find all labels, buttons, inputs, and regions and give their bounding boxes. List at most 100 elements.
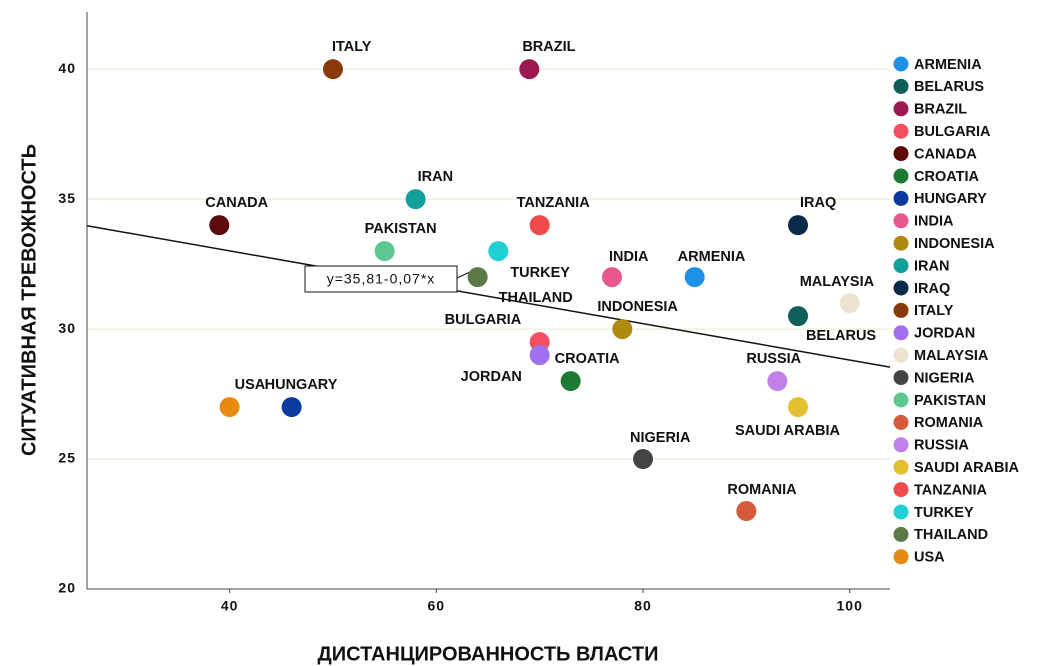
legend-marker (893, 213, 909, 229)
legend-label: HUNGARY (914, 191, 987, 207)
legend-marker (893, 437, 909, 453)
point (322, 59, 343, 80)
legend-label: PAKISTAN (914, 393, 986, 409)
point (839, 293, 860, 314)
legend-marker (893, 482, 909, 498)
legend-marker (893, 101, 909, 117)
y-tick-label: 20 (58, 580, 76, 596)
legend-label: BULGARIA (914, 124, 991, 140)
legend-label: IRAQ (914, 281, 950, 297)
point (612, 319, 633, 340)
point-label: THAILAND (499, 290, 573, 306)
y-tick-label: 25 (58, 450, 76, 466)
legend-label: CROATIA (914, 169, 980, 185)
legend-marker (893, 325, 909, 341)
point (374, 241, 395, 262)
x-tick-label: 100 (837, 598, 863, 614)
x-tick-label: 40 (221, 598, 239, 614)
point-label: ITALY (332, 39, 372, 55)
legend-marker (893, 549, 909, 565)
point (684, 267, 705, 288)
legend-label: CANADA (914, 146, 977, 162)
y-tick-label: 40 (58, 60, 76, 76)
point (529, 345, 550, 366)
legend-marker (893, 190, 909, 206)
point-label: HUNGARY (265, 377, 338, 393)
legend-label: ARMENIA (914, 57, 982, 73)
point (767, 371, 788, 392)
legend-marker (893, 258, 909, 274)
point-label: ARMENIA (678, 249, 746, 265)
point-label: INDIA (609, 249, 649, 265)
legend-label: THAILAND (914, 527, 988, 543)
x-tick-label: 60 (428, 598, 446, 614)
point (467, 267, 488, 288)
point-label: JORDAN (461, 369, 522, 385)
point-label: USA (235, 377, 266, 393)
point (736, 501, 757, 522)
y-tick-label: 30 (58, 320, 76, 336)
fit-label: y=35,81-0,07*x (327, 271, 436, 287)
legend-label: USA (914, 550, 945, 566)
point (601, 267, 622, 288)
legend-label: ROMANIA (914, 415, 984, 431)
point-label: IRAN (418, 169, 453, 185)
point-label: RUSSIA (746, 351, 801, 367)
legend-marker (893, 123, 909, 139)
point-label: SAUDI ARABIA (735, 423, 841, 439)
point-label: NIGERIA (630, 430, 691, 446)
legend-label: TANZANIA (914, 482, 988, 498)
legend-marker (893, 56, 909, 72)
point (281, 397, 302, 418)
legend-label: BELARUS (914, 79, 984, 95)
legend-marker (893, 235, 909, 251)
legend-marker (893, 370, 909, 386)
legend-label: BRAZIL (914, 102, 967, 118)
point-label: CANADA (205, 195, 268, 211)
point (219, 397, 240, 418)
point (519, 59, 540, 80)
point-label: BELARUS (806, 328, 876, 344)
point (788, 397, 809, 418)
point-label: MALAYSIA (800, 274, 875, 290)
point-label: ROMANIA (727, 482, 797, 498)
legend-marker (893, 168, 909, 184)
legend-marker (893, 392, 909, 408)
point (529, 215, 550, 236)
point (560, 371, 581, 392)
legend-marker (893, 526, 909, 542)
legend-label: INDIA (914, 214, 954, 230)
x-tick-label: 80 (634, 598, 652, 614)
legend-label: RUSSIA (914, 438, 969, 454)
point (788, 306, 809, 327)
fit-line (86, 225, 891, 368)
point-label: TANZANIA (517, 195, 591, 211)
legend-marker (893, 347, 909, 363)
legend-marker (893, 504, 909, 520)
legend-label: TURKEY (914, 505, 974, 521)
point-label: BRAZIL (522, 39, 575, 55)
legend-marker (893, 414, 909, 430)
y-tick-label: 35 (58, 190, 76, 206)
point (405, 189, 426, 210)
legend-label: JORDAN (914, 326, 975, 342)
legend-label: INDONESIA (914, 236, 995, 252)
legend-marker (893, 146, 909, 162)
point (633, 449, 654, 470)
point (488, 241, 509, 262)
point (788, 215, 809, 236)
point-label: BULGARIA (445, 312, 522, 328)
legend-label: IRAN (914, 258, 949, 274)
legend-marker (893, 78, 909, 94)
point-label: PAKISTAN (365, 221, 437, 237)
legend-label: NIGERIA (914, 370, 975, 386)
point-label: CROATIA (555, 351, 621, 367)
x-axis-title: ДИСТАНЦИРОВАННОСТЬ ВЛАСТИ (318, 643, 659, 665)
legend-marker (893, 280, 909, 296)
fit-leader (456, 271, 471, 279)
point (209, 215, 230, 236)
legend-label: SAUDI ARABIA (914, 460, 1020, 476)
legend-label: ITALY (914, 303, 954, 319)
y-axis-title: СИТУАТИВНАЯ ТРЕВОЖНОСТЬ (18, 144, 40, 456)
